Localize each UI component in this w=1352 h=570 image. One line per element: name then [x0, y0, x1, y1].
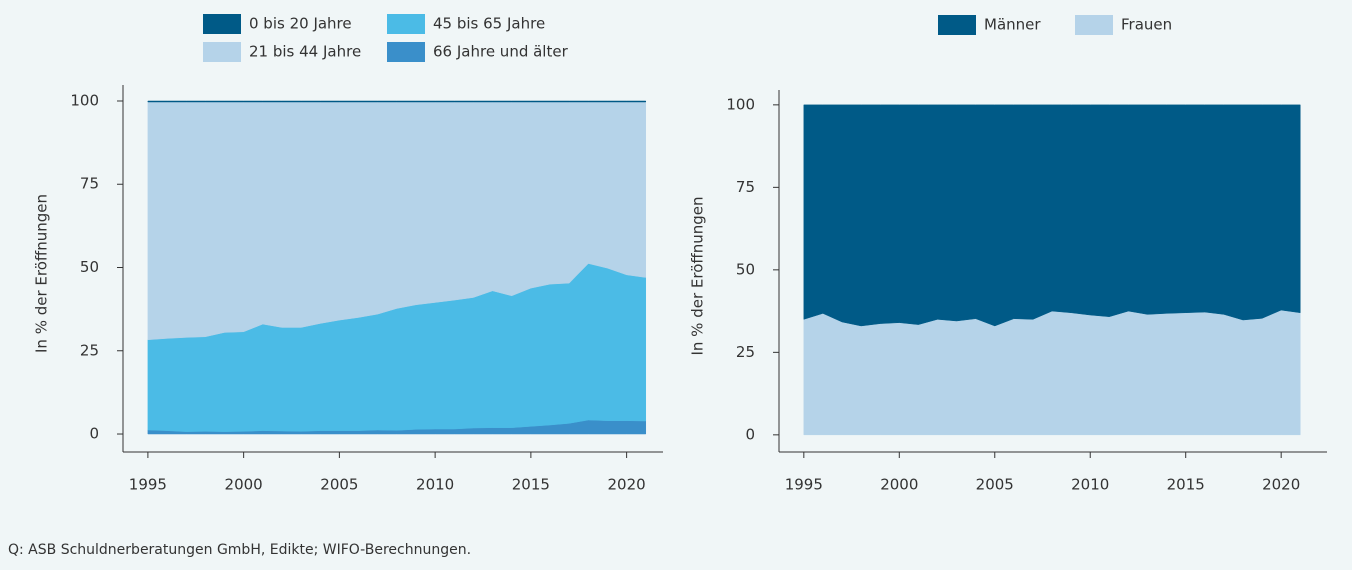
x-tick-label: 2010 [1071, 476, 1109, 494]
x-tick-label: 2005 [320, 476, 358, 494]
area [803, 309, 1301, 436]
legend-swatch [387, 14, 425, 34]
y-tick-label: 0 [745, 425, 755, 443]
y-tick-label: 75 [80, 175, 99, 193]
y-tick-label: 25 [80, 341, 99, 359]
x-tick-label: 2020 [1262, 476, 1300, 494]
legend-label: 66 Jahre und älter [433, 43, 569, 61]
x-tick-label: 2010 [416, 476, 454, 494]
x-tick-label: 2015 [512, 476, 550, 494]
x-tick-label: 1995 [785, 476, 823, 494]
y-tick-label: 50 [736, 260, 755, 278]
y-tick-label: 75 [736, 178, 755, 196]
x-tick-label: 2000 [225, 476, 263, 494]
legend-label: 21 bis 44 Jahre [249, 43, 361, 61]
x-tick-label: 2020 [608, 476, 646, 494]
x-tick-label: 2005 [976, 476, 1014, 494]
x-tick-label: 2015 [1167, 476, 1205, 494]
legend-swatch [1075, 15, 1113, 35]
x-tick-label: 1995 [129, 476, 167, 494]
y-axis-label: In % der Eröffnungen [33, 194, 51, 353]
legend-label: 0 bis 20 Jahre [249, 15, 352, 33]
area [803, 104, 1301, 327]
y-tick-label: 100 [726, 95, 755, 113]
y-tick-label: 25 [736, 343, 755, 361]
legend-swatch [938, 15, 976, 35]
y-tick-label: 0 [89, 425, 99, 443]
y-tick-label: 100 [70, 91, 99, 109]
area [147, 100, 647, 103]
y-tick-label: 50 [80, 258, 99, 276]
legend-label: Männer [984, 16, 1041, 34]
x-tick-label: 2000 [880, 476, 918, 494]
source-note: Q: ASB Schuldnerberatungen GmbH, Edikte;… [8, 542, 471, 558]
legend-label: Frauen [1121, 16, 1172, 34]
legend-swatch [387, 42, 425, 62]
legend-swatch [203, 42, 241, 62]
legend-swatch [203, 14, 241, 34]
y-axis-label: In % der Eröffnungen [689, 196, 707, 355]
legend-label: 45 bis 65 Jahre [433, 15, 545, 33]
